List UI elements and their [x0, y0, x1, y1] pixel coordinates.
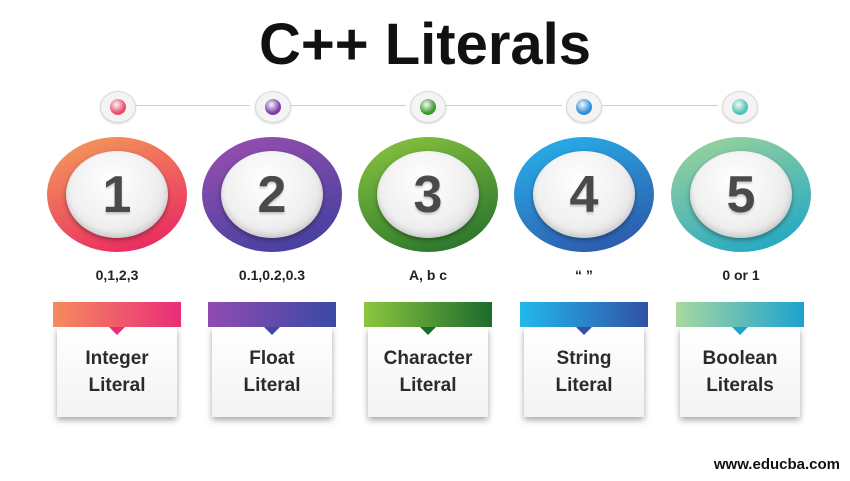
- card-notch: [420, 327, 436, 335]
- step-dot: [100, 91, 136, 123]
- connector-line: [290, 105, 406, 106]
- literal-example: A, b c: [408, 267, 448, 283]
- connector-line: [446, 105, 562, 106]
- literal-card: Integer Literal: [53, 302, 181, 422]
- number-badge-center: 5: [690, 151, 792, 238]
- literal-card: String Literal: [520, 302, 648, 422]
- literal-label-line1: Integer: [85, 348, 149, 369]
- card-header-bar: [520, 302, 648, 327]
- step-dot-fill: [420, 99, 436, 115]
- number-badge-center: 4: [533, 151, 635, 238]
- number-badge: 1: [47, 137, 187, 252]
- literal-card: Float Literal: [208, 302, 336, 422]
- step-dot: [566, 91, 602, 123]
- step-dot-fill: [576, 99, 592, 115]
- number-badge: 4: [514, 137, 654, 252]
- step-dot-fill: [265, 99, 281, 115]
- connector-line: [602, 105, 718, 106]
- number-badge: 5: [671, 137, 811, 252]
- literal-label-line2: Literal: [555, 375, 613, 396]
- step-number: 1: [102, 166, 132, 224]
- literal-example: 0 or 1: [722, 267, 760, 283]
- literal-label-line1: Character: [383, 348, 473, 369]
- literal-label: Float Literal: [212, 345, 332, 399]
- site-url: www.educba.com: [713, 456, 840, 473]
- card-body: Character Literal: [368, 327, 488, 417]
- literal-label-line2: Literal: [243, 375, 301, 396]
- step-number: 2: [257, 166, 287, 224]
- literal-example: “ ”: [575, 267, 593, 283]
- step-dot: [410, 91, 446, 123]
- step-dot: [722, 91, 758, 123]
- card-header-bar: [208, 302, 336, 327]
- literal-label: String Literal: [524, 345, 644, 399]
- number-badge-center: 1: [66, 151, 168, 238]
- card-notch: [576, 327, 592, 335]
- literal-label-line2: Literals: [706, 375, 774, 396]
- literal-card: Boolean Literals: [676, 302, 804, 422]
- number-badge-center: 2: [221, 151, 323, 238]
- card-header-bar: [676, 302, 804, 327]
- card-notch: [264, 327, 280, 335]
- step-number: 3: [413, 166, 443, 224]
- step-dot: [255, 91, 291, 123]
- page-title: C++ Literals: [258, 12, 592, 77]
- step-number: 5: [726, 166, 756, 224]
- literal-example: 0.1,0.2,0.3: [238, 267, 306, 283]
- number-badge-center: 3: [377, 151, 479, 238]
- literal-label: Character Literal: [368, 345, 488, 399]
- literal-label-line2: Literal: [88, 375, 146, 396]
- step-dot-fill: [110, 99, 126, 115]
- step-number: 4: [569, 166, 599, 224]
- connector-line: [134, 105, 250, 106]
- card-notch: [109, 327, 125, 335]
- literal-card: Character Literal: [364, 302, 492, 422]
- literal-label-line1: String: [556, 348, 612, 369]
- card-body: String Literal: [524, 327, 644, 417]
- card-body: Integer Literal: [57, 327, 177, 417]
- card-body: Boolean Literals: [680, 327, 800, 417]
- card-body: Float Literal: [212, 327, 332, 417]
- literal-label: Integer Literal: [57, 345, 177, 399]
- card-notch: [732, 327, 748, 335]
- number-badge: 3: [358, 137, 498, 252]
- number-badge: 2: [202, 137, 342, 252]
- step-dot-fill: [732, 99, 748, 115]
- card-header-bar: [364, 302, 492, 327]
- literal-label-line1: Boolean: [702, 348, 778, 369]
- literal-label-line2: Literal: [399, 375, 457, 396]
- literal-label: Boolean Literals: [680, 345, 800, 399]
- literal-label-line1: Float: [249, 348, 295, 369]
- literal-example: 0,1,2,3: [95, 267, 139, 283]
- card-header-bar: [53, 302, 181, 327]
